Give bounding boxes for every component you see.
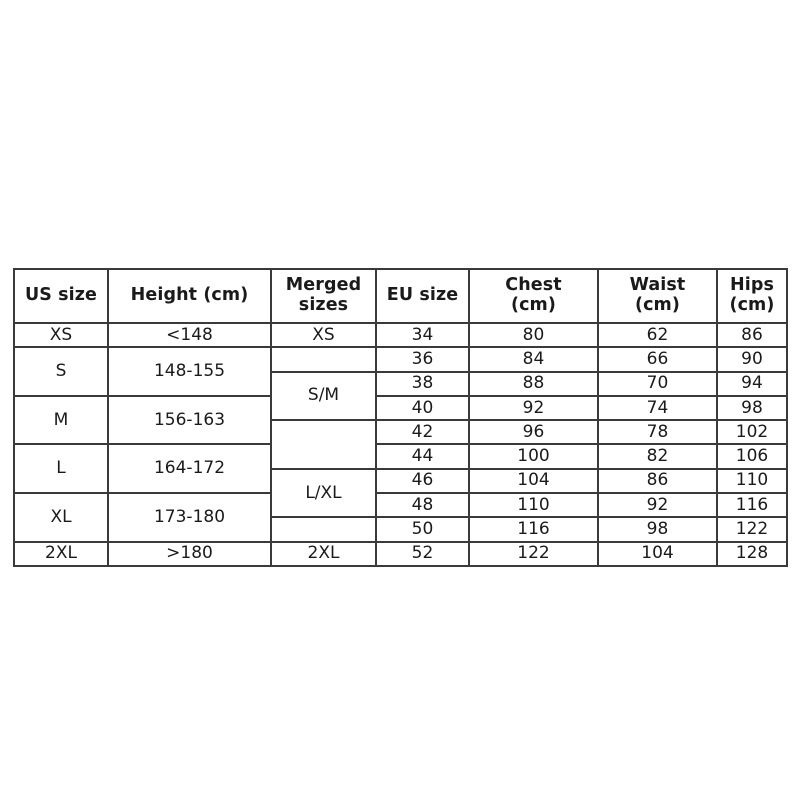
cell-eu-size: 42 xyxy=(375,419,470,446)
table-row: M 156-163 40 92 74 98 xyxy=(13,394,788,446)
cell-chest: 96 xyxy=(468,419,599,446)
size-chart-table: US size Height (cm) Merged sizes EU size… xyxy=(13,268,788,567)
cell-us-size: XS xyxy=(13,321,109,349)
cell-us-size: 2XL xyxy=(13,540,109,567)
cell-waist: 86 xyxy=(597,467,718,495)
cell-waist: 98 xyxy=(597,516,718,543)
cell-waist: 74 xyxy=(597,394,718,422)
cell-hips: 90 xyxy=(716,346,788,373)
cell-hips: 86 xyxy=(716,321,788,349)
column-header-waist: Waist (cm) xyxy=(597,268,718,324)
cell-chest: 110 xyxy=(468,492,599,519)
table-header: US size Height (cm) Merged sizes EU size… xyxy=(13,268,788,324)
cell-hips: 98 xyxy=(716,394,788,422)
column-header-us-size: US size xyxy=(13,268,109,324)
cell-us-size: L xyxy=(13,443,109,495)
cell-eu-size: 46 xyxy=(375,467,470,495)
cell-hips: 102 xyxy=(716,419,788,446)
cell-waist: 78 xyxy=(597,419,718,446)
column-header-eu-size: EU size xyxy=(375,268,470,324)
cell-hips: 128 xyxy=(716,540,788,567)
table-row: L/XL 46 104 86 110 xyxy=(14,467,788,519)
cell-us-size: XL xyxy=(13,492,109,543)
cell-waist: 62 xyxy=(597,321,718,349)
column-header-hips: Hips (cm) xyxy=(716,268,788,324)
cell-merged-size: L/XL xyxy=(270,467,377,519)
cell-waist: 104 xyxy=(597,540,718,567)
table-row: XL 173-180 48 110 92 116 xyxy=(13,492,788,543)
cell-chest: 80 xyxy=(468,321,599,349)
cell-merged-size xyxy=(270,419,377,470)
cell-eu-size: 38 xyxy=(375,370,470,397)
table-row: XS <148 XS 34 80 62 86 xyxy=(13,321,788,349)
cell-height: >180 xyxy=(107,540,272,567)
column-header-merged-sizes: Merged sizes xyxy=(270,268,377,324)
cell-eu-size: 48 xyxy=(375,492,470,519)
cell-eu-size: 50 xyxy=(375,516,470,543)
cell-merged-size xyxy=(270,346,377,373)
cell-eu-size: 52 xyxy=(375,540,470,567)
cell-eu-size: 44 xyxy=(375,443,470,470)
cell-waist: 92 xyxy=(597,492,718,519)
cell-merged-size: XS xyxy=(270,321,377,349)
table-row: 2XL >180 2XL 52 122 104 128 xyxy=(13,540,788,567)
cell-chest: 88 xyxy=(468,370,599,397)
cell-eu-size: 34 xyxy=(375,321,470,349)
cell-merged-size: S/M xyxy=(270,370,377,422)
cell-hips: 110 xyxy=(716,467,788,495)
table-row: S/M 38 88 70 94 xyxy=(14,370,788,422)
cell-height: 173-180 xyxy=(107,492,272,543)
cell-hips: 122 xyxy=(716,516,788,543)
table-body: XS <148 XS 34 80 62 86 S 148-155 36 84 66 90 S/M 38 88 7… xyxy=(13,321,788,567)
cell-waist: 70 xyxy=(597,370,718,397)
cell-hips: 94 xyxy=(716,370,788,397)
cell-height: <148 xyxy=(107,321,272,349)
cell-height: 156-163 xyxy=(107,394,272,446)
cell-chest: 84 xyxy=(468,346,599,373)
cell-merged-size xyxy=(270,516,377,543)
cell-hips: 106 xyxy=(716,443,788,470)
table-row: 42 96 78 102 xyxy=(14,419,788,470)
cell-us-size: S xyxy=(13,346,109,397)
cell-us-size: M xyxy=(13,394,109,446)
column-header-height: Height (cm) xyxy=(107,268,272,324)
cell-hips: 116 xyxy=(716,492,788,519)
table-row: S 148-155 36 84 66 90 xyxy=(13,346,788,397)
cell-waist: 66 xyxy=(597,346,718,373)
cell-chest: 92 xyxy=(468,394,599,422)
table-row: L 164-172 44 100 82 106 xyxy=(13,443,788,495)
cell-merged-size: 2XL xyxy=(270,540,377,567)
cell-eu-size: 40 xyxy=(375,394,470,422)
cell-chest: 122 xyxy=(468,540,599,567)
cell-height: 148-155 xyxy=(107,346,272,397)
cell-chest: 100 xyxy=(468,443,599,470)
header-row: US size Height (cm) Merged sizes EU size… xyxy=(13,268,788,324)
cell-eu-size: 36 xyxy=(375,346,470,373)
cell-height: 164-172 xyxy=(107,443,272,495)
table-row: 50 116 98 122 xyxy=(14,516,788,543)
cell-waist: 82 xyxy=(597,443,718,470)
column-header-chest: Chest (cm) xyxy=(468,268,599,324)
cell-chest: 104 xyxy=(468,467,599,495)
size-chart-container: US size Height (cm) Merged sizes EU size… xyxy=(13,268,788,567)
cell-chest: 116 xyxy=(468,516,599,543)
